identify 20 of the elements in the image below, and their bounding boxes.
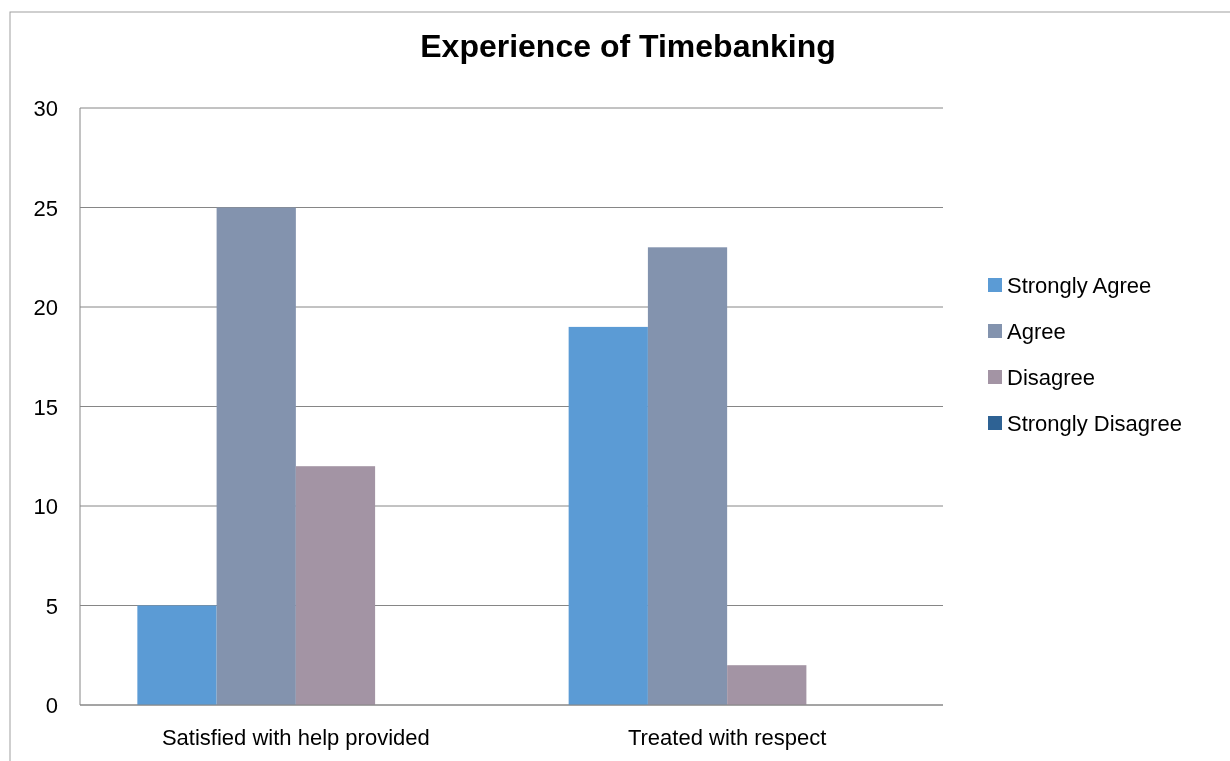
y-tick-label: 15	[33, 394, 58, 420]
x-tick-label: Satisfied with help provided	[161, 725, 430, 750]
bar	[568, 326, 648, 705]
bar	[727, 665, 807, 705]
chart-title: Experience of Timebanking	[420, 28, 836, 64]
bar	[137, 605, 217, 705]
y-tick-label: 25	[33, 195, 58, 221]
bar	[295, 466, 376, 705]
y-tick-label: 10	[33, 494, 58, 519]
legend-label: Strongly Agree	[1007, 273, 1152, 298]
legend-label: Strongly Disagree	[1007, 411, 1182, 436]
y-tick-label: 30	[33, 96, 58, 121]
x-tick-label: Treated with respect	[627, 725, 827, 750]
legend-label: Agree	[1007, 319, 1066, 344]
y-tick-label: 0	[45, 693, 58, 718]
legend-label: Disagree	[1007, 365, 1096, 390]
y-tick-label: 20	[33, 295, 58, 320]
bar	[216, 207, 296, 705]
y-tick-label: 5	[45, 593, 58, 619]
bar	[647, 247, 728, 705]
